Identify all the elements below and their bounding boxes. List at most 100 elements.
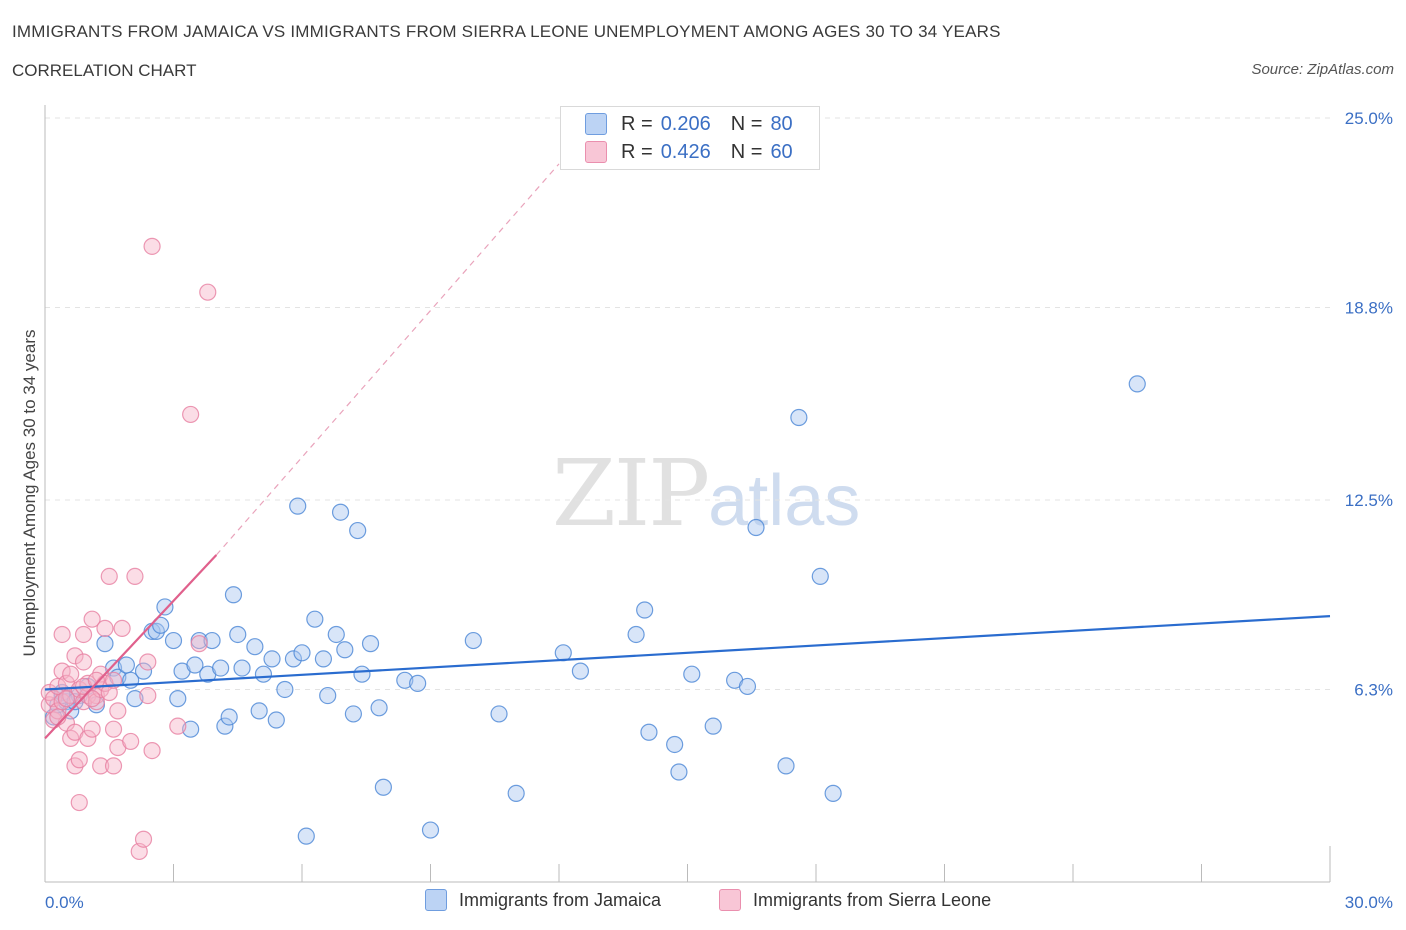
y-tick-label: 6.3% — [1354, 680, 1393, 699]
legend-r-label: R = — [621, 140, 653, 163]
sierra-leone-point — [109, 702, 127, 720]
sierra-leone-point — [122, 732, 140, 751]
watermark-zip: ZIP — [552, 440, 710, 547]
jamaica-point — [670, 763, 688, 781]
jamaica-point — [571, 662, 590, 680]
jamaica-point — [169, 690, 187, 708]
jamaica-point — [666, 735, 684, 754]
legend-r-value: 0.206 — [660, 112, 711, 135]
legend-row-jamaica: R = 0.206 N = 80 — [585, 111, 793, 137]
jamaica-point — [349, 521, 367, 540]
jamaica-point — [250, 702, 268, 720]
bottom-legend-swatch-jamaica — [425, 889, 447, 911]
jamaica-point — [738, 677, 757, 696]
x-tick-label: 0.0% — [45, 893, 84, 912]
sierra-leone-point — [104, 720, 123, 738]
jamaica-point — [216, 717, 234, 735]
legend-r-label: R = — [621, 112, 653, 135]
jamaica-point — [374, 778, 392, 796]
sierra-leone-point — [83, 720, 101, 738]
sierra-leone-point — [169, 717, 187, 735]
jamaica-point — [370, 699, 388, 717]
jamaica-point — [314, 650, 333, 668]
bottom-legend-swatch-sierra-leone — [719, 889, 741, 911]
jamaica-point — [704, 717, 722, 735]
sierra-leone-point — [74, 653, 93, 671]
sierra-leone-point — [104, 757, 123, 775]
jamaica-point — [627, 625, 645, 644]
jamaica-point — [331, 503, 350, 521]
jamaica-point — [490, 705, 508, 723]
jamaica-point — [152, 616, 170, 634]
sierra-leone-point — [87, 671, 106, 689]
sierra-leone-point — [83, 690, 101, 708]
source-note: Source: ZipAtlas.com — [1251, 61, 1394, 78]
legend-n-label: N = — [730, 112, 763, 135]
jamaica-point — [319, 686, 337, 705]
bottom-legend-label-sierra-leone: Immigrants from Sierra Leone — [753, 889, 992, 910]
bottom-legend-sierra-leone: Immigrants from Sierra Leone — [719, 889, 991, 911]
jamaica-point — [117, 656, 135, 674]
sierra-leone-point — [113, 619, 131, 637]
sierra-leone-point — [199, 283, 217, 301]
jamaica-point — [254, 665, 273, 683]
jamaica-point — [336, 641, 354, 659]
bottom-legend-jamaica: Immigrants from Jamaica — [425, 889, 661, 911]
jamaica-point — [293, 644, 311, 662]
sierra-leone-point — [74, 625, 93, 644]
sierra-leone-point — [53, 625, 71, 644]
jamaica-point — [246, 638, 264, 656]
sierra-leone-point — [139, 686, 157, 705]
jamaica-point — [353, 665, 371, 683]
jamaica-point — [263, 650, 281, 668]
sierra-leone-point — [92, 757, 110, 775]
jamaica-point — [220, 708, 238, 726]
jamaica-point — [126, 690, 144, 708]
sierra-leone-point — [57, 690, 76, 708]
y-tick-label: 12.5% — [1345, 491, 1393, 510]
jamaica-point — [507, 784, 525, 802]
sierra-leone-point — [62, 665, 80, 683]
jamaica-point — [811, 567, 829, 586]
legend-swatch-sierra-leone — [585, 141, 607, 163]
sierra-leone-point — [126, 567, 144, 586]
legend-n-value: 60 — [770, 140, 793, 163]
jamaica-point — [683, 665, 701, 683]
x-tick-label: 30.0% — [1345, 893, 1393, 912]
jamaica-point — [224, 586, 243, 604]
sierra-leone-point — [96, 619, 114, 637]
chart-title: IMMIGRANTS FROM JAMAICA VS IMMIGRANTS FR… — [12, 22, 1001, 41]
jamaica-point — [636, 601, 654, 619]
watermark: ZIPatlas — [552, 440, 860, 547]
jamaica-point — [327, 625, 345, 644]
jamaica-point — [409, 674, 427, 692]
sierra-leone-point — [139, 653, 157, 671]
sierra-leone-point — [100, 567, 118, 586]
jamaica-point — [747, 518, 765, 537]
jamaica-point — [96, 635, 114, 653]
sierra-leone-point — [70, 751, 88, 769]
sierra-leone-point — [143, 237, 161, 255]
legend-n-label: N = — [730, 140, 763, 163]
bottom-legend-label-jamaica: Immigrants from Jamaica — [459, 889, 662, 910]
legend-n-value: 80 — [770, 112, 793, 135]
jamaica-trendline — [44, 615, 1331, 691]
jamaica-point — [186, 656, 204, 674]
jamaica-point — [297, 827, 315, 845]
sierra-leone-point — [70, 793, 88, 812]
sierra-leone-point — [66, 647, 84, 665]
jamaica-point — [790, 408, 808, 427]
legend-swatch-jamaica — [585, 113, 607, 135]
sierra-leone-point — [83, 610, 101, 628]
sierra-leone-point — [182, 405, 200, 424]
jamaica-point — [134, 662, 153, 680]
sierra-leone-trendline — [44, 554, 218, 740]
y-tick-label: 25.0% — [1345, 109, 1393, 128]
jamaica-point — [289, 497, 307, 515]
jamaica-point — [156, 598, 174, 616]
sierra-leone-point — [49, 702, 67, 720]
sierra-leone-point — [49, 708, 67, 726]
jamaica-point — [421, 821, 440, 839]
stats-legend: R = 0.206 N = 80 R = 0.426 N = 60 — [560, 106, 820, 170]
